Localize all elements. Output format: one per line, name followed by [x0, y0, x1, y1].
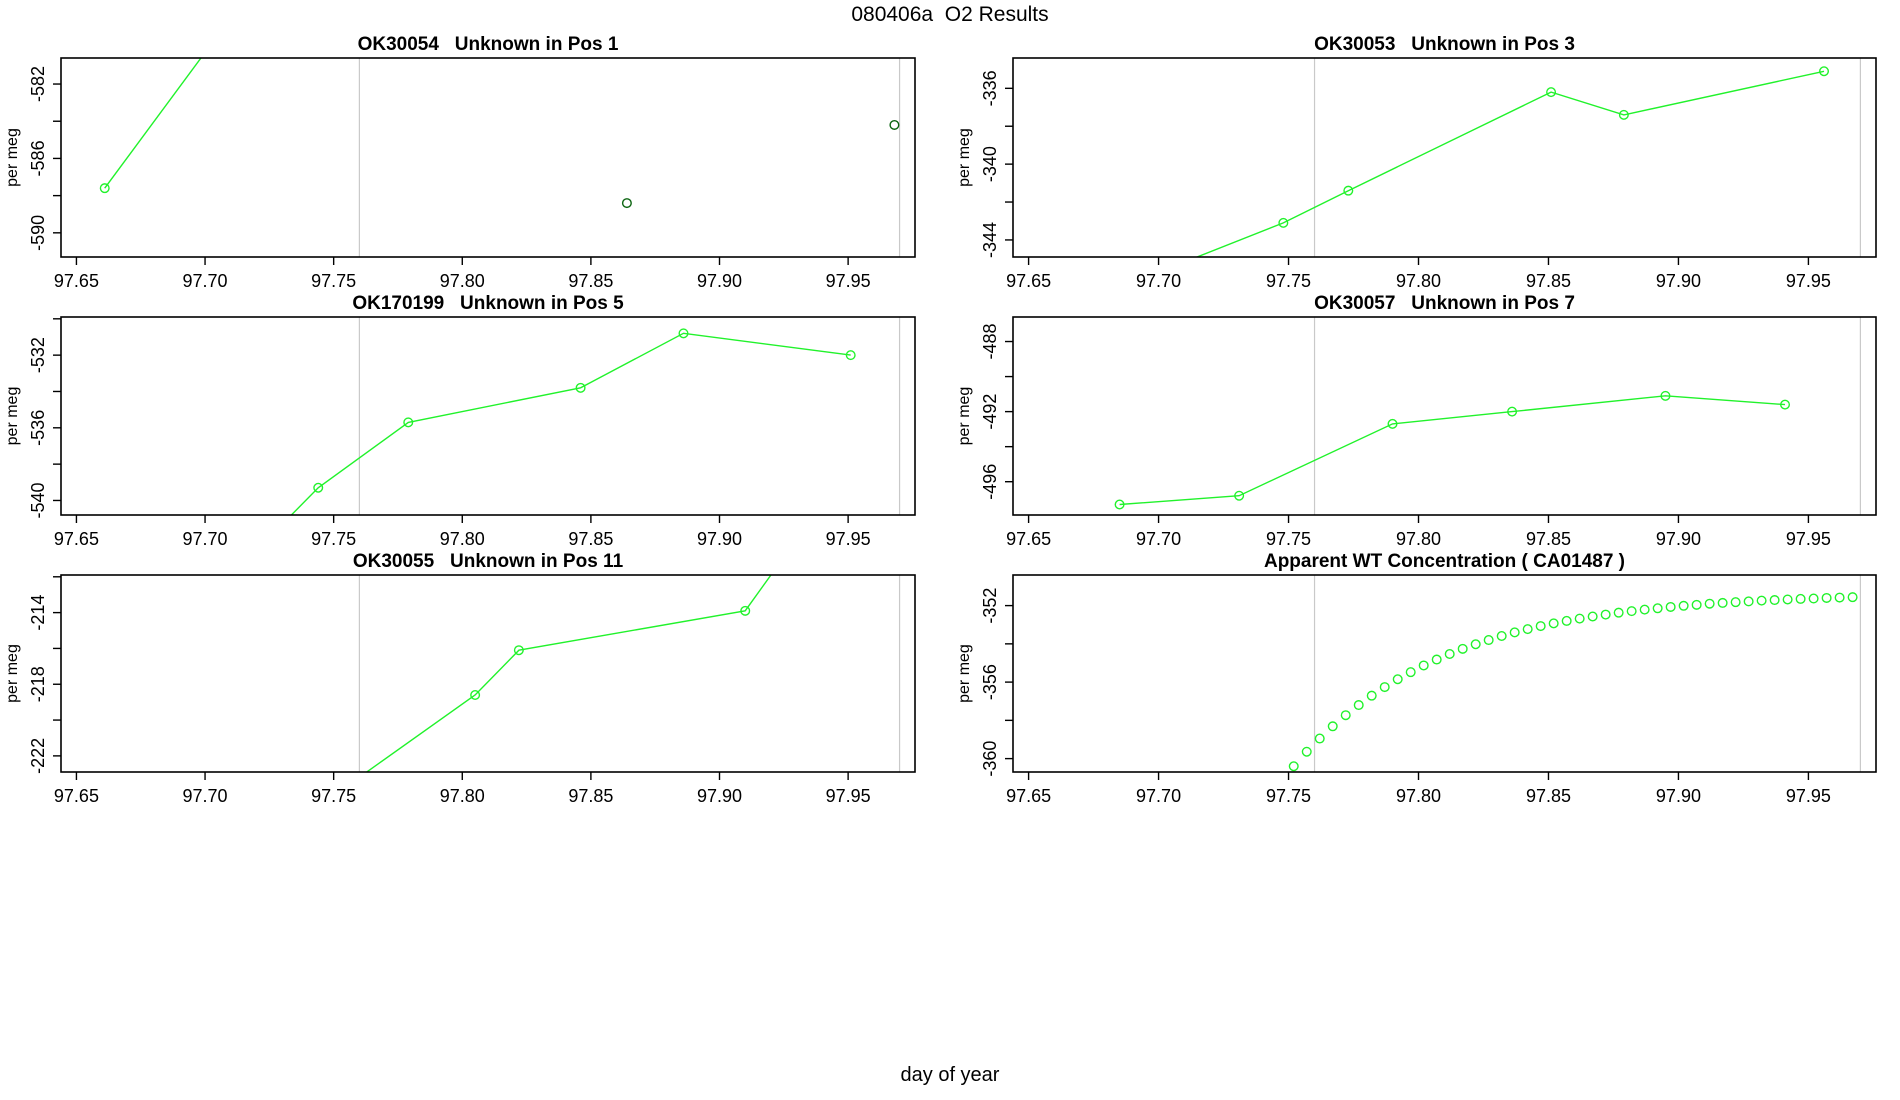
svg-text:-496: -496 — [980, 464, 1000, 500]
reference-lines — [358, 575, 901, 772]
svg-text:97.85: 97.85 — [1526, 529, 1571, 549]
svg-text:97.65: 97.65 — [1006, 271, 1051, 291]
svg-text:97.85: 97.85 — [1526, 786, 1571, 806]
axes: -222 -218 -214 97.65 97.70 97.75 97.80 97.85 97.… — [28, 574, 916, 806]
svg-text:-222: -222 — [28, 738, 48, 774]
svg-text:97.80: 97.80 — [440, 271, 485, 291]
svg-text:97.90: 97.90 — [1656, 529, 1701, 549]
svg-text:97.65: 97.65 — [1006, 786, 1051, 806]
panel-title: OK30057 Unknown in Pos 7 — [1314, 293, 1575, 314]
data-series — [365, 575, 772, 772]
svg-text:-352: -352 — [980, 588, 1000, 624]
panel-title: Apparent WT Concentration ( CA01487 ) — [1264, 551, 1625, 572]
data-series — [1288, 592, 1858, 772]
svg-text:97.75: 97.75 — [1266, 271, 1311, 291]
svg-text:97.65: 97.65 — [54, 529, 99, 549]
svg-text:-356: -356 — [980, 664, 1000, 700]
panel-apparent-wt-ca01487: -360 -356 -352 97.65 97.70 97.75 97.80 97.85 97.… — [956, 551, 1877, 806]
svg-text:97.65: 97.65 — [1006, 529, 1051, 549]
x-axis-label: day of year — [900, 1064, 1000, 1086]
svg-text:97.85: 97.85 — [1526, 271, 1571, 291]
svg-text:97.85: 97.85 — [568, 529, 613, 549]
svg-text:97.75: 97.75 — [1266, 529, 1311, 549]
svg-text:-536: -536 — [28, 410, 48, 446]
svg-text:-488: -488 — [980, 324, 1000, 360]
panel-ok30054-pos1: -590 -586 -582 97.65 97.70 97.75 97.80 97.85 97.… — [4, 34, 916, 291]
svg-text:97.70: 97.70 — [1136, 271, 1181, 291]
svg-text:-532: -532 — [28, 337, 48, 373]
svg-text:97.95: 97.95 — [826, 271, 871, 291]
svg-text:-340: -340 — [980, 146, 1000, 182]
y-axis-label: per meg — [4, 387, 21, 446]
svg-text:97.70: 97.70 — [183, 786, 228, 806]
data-series — [1195, 66, 1830, 257]
svg-text:97.80: 97.80 — [440, 529, 485, 549]
data-series — [290, 328, 856, 515]
y-axis-label: per meg — [956, 128, 973, 187]
y-axis-label: per meg — [4, 128, 21, 187]
svg-text:97.95: 97.95 — [1786, 271, 1831, 291]
panel-title: OK30055 Unknown in Pos 11 — [353, 551, 624, 572]
svg-text:97.70: 97.70 — [183, 529, 228, 549]
svg-text:97.80: 97.80 — [1396, 529, 1441, 549]
y-axis-label: per meg — [956, 644, 973, 703]
panel-ok30055-pos11: -222 -218 -214 97.65 97.70 97.75 97.80 97.85 97.… — [4, 551, 916, 806]
reference-lines — [358, 58, 901, 257]
svg-text:97.75: 97.75 — [1266, 786, 1311, 806]
panel-ok30053-pos3: -344 -340 -336 97.65 97.70 97.75 97.80 97.85 97.… — [956, 34, 1877, 291]
panel-title: OK30053 Unknown in Pos 3 — [1314, 34, 1575, 55]
panel-ok170199-pos5: -540 -536 -532 97.65 97.70 97.75 97.80 97.85 97.… — [4, 293, 916, 549]
data-series — [1114, 390, 1791, 510]
svg-text:97.70: 97.70 — [183, 271, 228, 291]
panel-title: OK30054 Unknown in Pos 1 — [358, 34, 619, 55]
svg-text:-214: -214 — [28, 595, 48, 631]
panel-ok30057-pos7: -496 -492 -488 97.65 97.70 97.75 97.80 97.85 97.… — [956, 293, 1877, 549]
svg-text:-586: -586 — [28, 140, 48, 176]
svg-text:97.90: 97.90 — [1656, 786, 1701, 806]
svg-text:97.70: 97.70 — [1136, 786, 1181, 806]
svg-text:97.75: 97.75 — [311, 271, 356, 291]
svg-text:97.65: 97.65 — [54, 271, 99, 291]
axes: -360 -356 -352 97.65 97.70 97.75 97.80 97.85 97.… — [980, 574, 1877, 806]
reference-lines — [1313, 317, 1862, 515]
reference-lines — [358, 317, 901, 515]
svg-text:97.65: 97.65 — [54, 786, 99, 806]
data-series — [99, 58, 900, 209]
axes: -496 -492 -488 97.65 97.70 97.75 97.80 97.85 97.… — [980, 316, 1877, 549]
svg-text:97.95: 97.95 — [826, 786, 871, 806]
svg-text:97.90: 97.90 — [697, 529, 742, 549]
svg-text:-590: -590 — [28, 215, 48, 251]
svg-text:-360: -360 — [980, 741, 1000, 777]
svg-text:-218: -218 — [28, 666, 48, 702]
svg-text:97.95: 97.95 — [1786, 786, 1831, 806]
svg-text:97.75: 97.75 — [311, 786, 356, 806]
svg-text:97.85: 97.85 — [568, 786, 613, 806]
svg-text:97.90: 97.90 — [697, 786, 742, 806]
svg-text:97.90: 97.90 — [1656, 271, 1701, 291]
axes: -590 -586 -582 97.65 97.70 97.75 97.80 97.85 97.… — [28, 57, 916, 291]
svg-text:97.80: 97.80 — [1396, 271, 1441, 291]
reference-lines — [1313, 575, 1862, 772]
panel-title: OK170199 Unknown in Pos 5 — [352, 293, 624, 314]
svg-text:-492: -492 — [980, 394, 1000, 430]
axes: -344 -340 -336 97.65 97.70 97.75 97.80 97.85 97.… — [980, 57, 1877, 291]
svg-text:-582: -582 — [28, 66, 48, 102]
y-axis-label: per meg — [956, 387, 973, 446]
svg-text:-336: -336 — [980, 70, 1000, 106]
svg-text:97.70: 97.70 — [1136, 529, 1181, 549]
svg-text:97.85: 97.85 — [568, 271, 613, 291]
svg-text:97.90: 97.90 — [697, 271, 742, 291]
svg-text:97.80: 97.80 — [440, 786, 485, 806]
svg-text:97.75: 97.75 — [311, 529, 356, 549]
svg-text:97.80: 97.80 — [1396, 786, 1441, 806]
svg-text:97.95: 97.95 — [826, 529, 871, 549]
svg-text:-540: -540 — [28, 482, 48, 518]
svg-text:97.95: 97.95 — [1786, 529, 1831, 549]
y-axis-label: per meg — [4, 644, 21, 703]
reference-lines — [1313, 58, 1862, 257]
figure-title: 080406a O2 Results — [851, 3, 1049, 26]
svg-text:-344: -344 — [980, 222, 1000, 258]
axes: -540 -536 -532 97.65 97.70 97.75 97.80 97.85 97.… — [28, 316, 916, 549]
